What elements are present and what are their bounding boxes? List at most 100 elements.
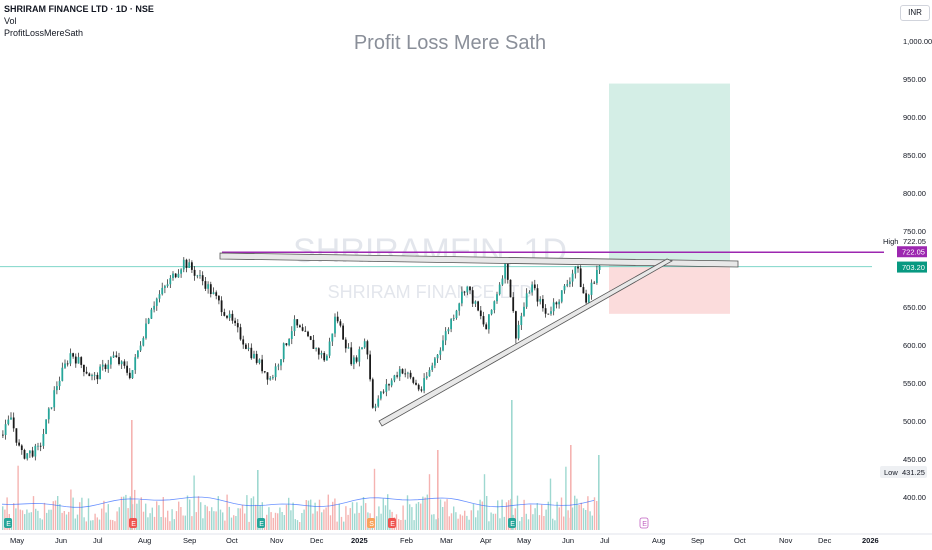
candle-up [274,366,277,378]
candle-up [212,292,215,294]
volume-bar [283,515,285,530]
x-tick-label: Apr [480,536,492,545]
volume-bar [213,511,215,530]
candle-down [126,365,128,373]
candle-up [574,266,577,274]
volume-bar [233,515,235,530]
candle-up [26,453,29,459]
volume-bar [380,513,382,530]
x-tick-label: Jul [600,536,610,545]
volume-bar [347,514,349,530]
candle-down [250,347,253,359]
volume-bar [312,513,314,530]
candle-up [474,301,477,304]
volume-ma-line [1,496,595,508]
currency-button[interactable]: INR [900,5,930,21]
candle-up [455,310,458,318]
y-tick-label: 750.00 [903,227,926,236]
target-zone [609,83,730,267]
candle-down [396,375,398,377]
candle-up [196,275,199,277]
volume-bar [578,504,580,530]
x-tick-label: Aug [652,536,665,545]
candle-up [228,313,231,318]
x-tick-label: Nov [270,536,284,545]
volume-bar [219,509,222,530]
candle-up [4,424,7,435]
volume-bar [558,507,560,530]
candle-up [520,315,523,325]
volume-bar [442,507,444,530]
volume-bar [224,520,226,530]
candle-up [552,302,555,312]
volume-bar [259,505,261,530]
candle-up [93,374,96,376]
volume-bar [101,508,103,530]
candle-up [558,301,560,305]
candle-up [164,286,166,288]
x-tick-label: 2025 [351,536,368,545]
volume-bar [158,505,160,530]
candle-up [112,355,115,358]
volume-bar [424,497,426,530]
volume-bar [24,514,26,530]
candle-up [288,339,290,346]
candle-up [571,273,574,282]
candle-up [431,365,434,370]
volume-bar [204,504,206,530]
volume-bar [156,501,158,530]
indicator-vol-label[interactable]: Vol [4,16,17,26]
volume-bar [336,521,338,530]
candle-down [123,361,126,366]
volume-bar [61,512,63,530]
volume-bar [180,507,182,530]
volume-bar [481,501,483,530]
volume-bar [116,511,118,530]
candle-up [91,375,93,377]
volume-bar [248,521,250,530]
candle-down [266,372,269,380]
y-tick-label: 1,000.00 [903,37,932,46]
volume-bar [554,520,556,530]
candle-up [380,391,382,399]
y-tick-label: 950.00 [903,75,926,84]
volume-bar [200,502,202,530]
volume-bar [239,508,241,530]
indicator-custom-label[interactable]: ProfitLossMereSath [4,28,84,38]
candle-down [339,321,342,326]
volume-bar [160,517,162,530]
candle-down [226,315,228,318]
volume-bar [296,520,299,530]
volume-bar [470,510,472,530]
candle-down [20,445,23,450]
volume-bar [252,496,255,530]
x-tick-label: Dec [310,536,324,545]
event-marker-label: E [390,521,395,528]
volume-bar [96,517,98,530]
candle-down [544,308,547,314]
candle-down [342,325,344,340]
y-tick-label: 800.00 [903,189,926,198]
volume-bar [26,509,28,530]
candle-down [409,372,412,378]
event-marker-label: E [259,521,264,528]
candle-up [166,284,169,287]
candle-down [593,282,596,284]
candle-up [444,331,447,341]
candle-up [37,445,39,447]
candle-up [153,305,155,310]
candle-up [466,286,469,293]
volume-bar [246,495,248,530]
volume-spike [570,445,572,530]
volume-bar [343,521,345,530]
symbol-watermark: SHRIRAMFIN, 1D [293,232,567,270]
x-tick-label: Sep [691,536,704,545]
y-tick-label: 900.00 [903,113,926,122]
volume-bar [444,501,446,530]
candle-up [423,378,425,391]
x-tick-label: Mar [440,536,453,545]
candle-down [512,297,515,312]
support-band [378,258,673,427]
candle-up [45,419,47,434]
